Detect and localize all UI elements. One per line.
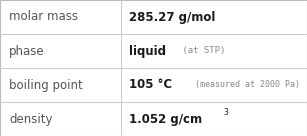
Text: boiling point: boiling point (9, 78, 83, 92)
Text: 285.27 g/mol: 285.27 g/mol (129, 10, 215, 24)
Text: 105 °C: 105 °C (129, 78, 172, 92)
Text: density: density (9, 112, 53, 126)
Text: molar mass: molar mass (9, 10, 78, 24)
Text: 3: 3 (223, 108, 228, 117)
Text: (at STP): (at STP) (177, 47, 225, 55)
Text: (measured at 2000 Pa): (measured at 2000 Pa) (185, 81, 300, 89)
Text: liquid: liquid (129, 44, 166, 58)
Text: 1.052 g/cm: 1.052 g/cm (129, 112, 202, 126)
Text: phase: phase (9, 44, 45, 58)
